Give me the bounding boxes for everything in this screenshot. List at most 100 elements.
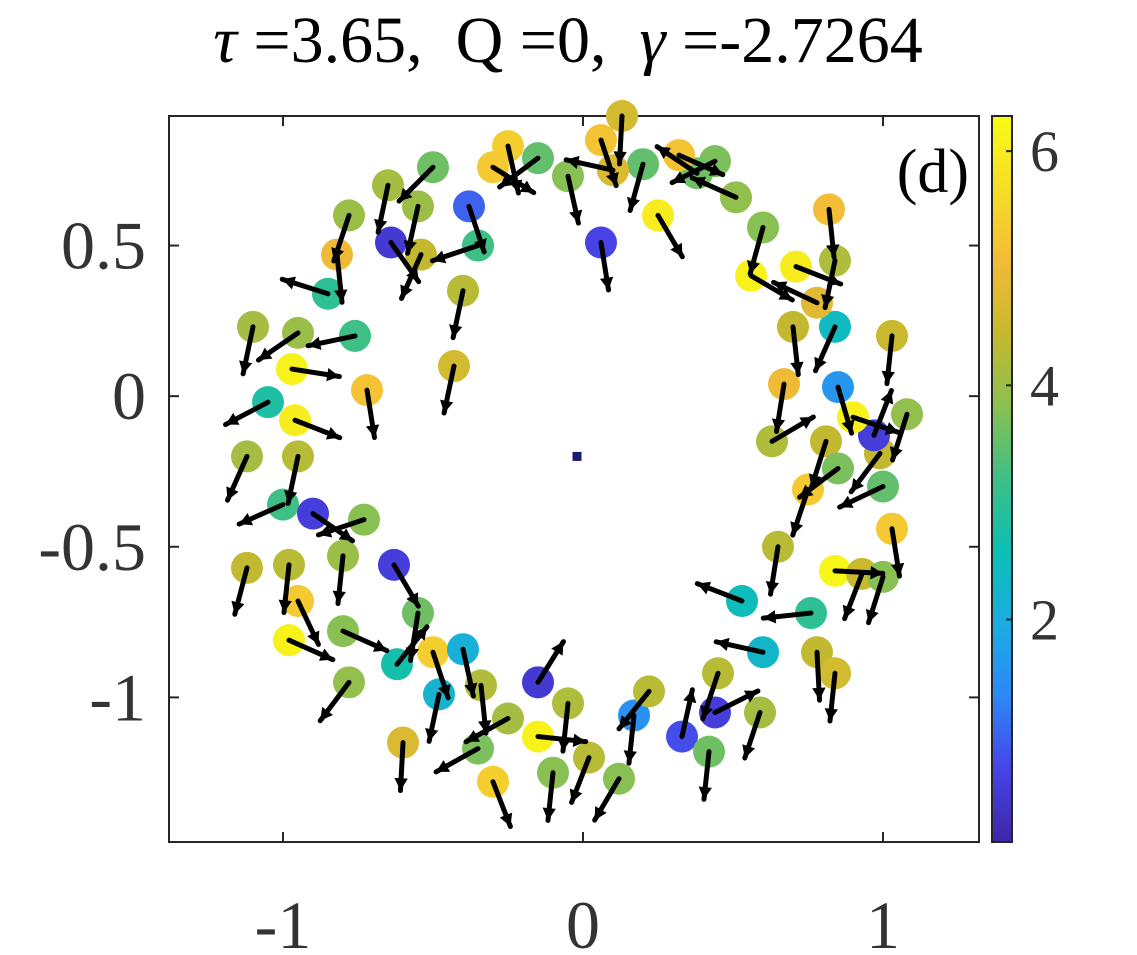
arrow-58: [460, 646, 478, 699]
arrow-29: [374, 182, 391, 235]
y-tick-label: -0.5: [38, 509, 146, 585]
arrow-3: [826, 206, 840, 260]
arrow-87: [837, 484, 886, 510]
arrow-92: [881, 333, 895, 387]
arrow-42: [284, 453, 301, 506]
arrow-89: [871, 388, 894, 438]
arrow-57: [425, 691, 442, 744]
arrow-62: [394, 740, 408, 794]
arrow-73: [712, 688, 761, 715]
arrow-86: [889, 526, 905, 579]
plot-area: (d): [168, 100, 980, 843]
arrow-9: [748, 273, 795, 303]
arrow-1: [813, 324, 838, 374]
arrow-34: [279, 276, 331, 297]
arrow-24: [490, 164, 537, 196]
quiver-arrows: [223, 113, 910, 829]
arrow-91: [889, 411, 910, 463]
arrow-96: [449, 288, 466, 341]
x-tick-label: 0: [566, 887, 600, 955]
arrow-8: [769, 414, 816, 444]
arrow-88: [848, 450, 883, 495]
arrow-82: [824, 670, 838, 724]
arrow-21: [655, 212, 685, 260]
arrow-69: [592, 776, 622, 823]
arrow-0: [835, 384, 855, 436]
colorbar: 2 4 6: [991, 115, 1059, 843]
title-tau-text: =3.65, Q =0,: [237, 4, 640, 77]
title-gamma-text: =-2.7264: [666, 4, 923, 77]
y-tick-labels: -1 -0.5 0 0.5: [38, 208, 146, 736]
arrow-37: [305, 333, 358, 350]
arrow-71: [679, 687, 697, 740]
arrow-52: [317, 679, 352, 724]
colorbar-tick-label: 4: [1030, 353, 1059, 418]
arrow-67: [557, 700, 571, 754]
x-tick-labels: -1 0 1: [255, 887, 900, 955]
arrow-77: [700, 670, 721, 722]
colorbar-ticks: 2 4 6: [1006, 119, 1059, 653]
arrow-19: [565, 173, 583, 226]
y-tick-label: 0.5: [61, 208, 146, 284]
arrow-56: [430, 649, 451, 701]
arrow-44: [310, 511, 356, 544]
arrow-51: [340, 628, 390, 654]
arrow-63: [490, 779, 513, 829]
axis-ticks: [169, 116, 979, 842]
arrow-7: [771, 381, 787, 435]
arrow-49: [286, 637, 336, 663]
arrow-72: [616, 688, 652, 732]
arrow-59: [478, 682, 492, 736]
y-tick-label: 0: [112, 358, 146, 434]
arrow-40: [292, 417, 343, 441]
axes-box: [168, 115, 980, 843]
arrow-13: [654, 144, 700, 176]
arrow-97: [440, 363, 457, 416]
center-marker: [572, 451, 582, 461]
arrow-79: [765, 544, 781, 597]
arrow-90: [850, 414, 902, 435]
arrow-45: [315, 517, 367, 538]
arrow-46: [231, 565, 250, 617]
arrow-6: [790, 324, 804, 378]
arrow-10: [746, 224, 766, 277]
arrow-74: [698, 749, 712, 802]
arrow-35: [239, 324, 256, 377]
arrow-85: [865, 574, 886, 626]
arrow-15: [626, 161, 646, 213]
arrow-27: [396, 164, 436, 204]
title-gamma-symbol: γ: [640, 4, 668, 77]
arrow-41: [225, 453, 250, 503]
arrow-26: [429, 243, 481, 264]
arrow-38: [289, 366, 342, 382]
arrow-17: [598, 137, 619, 189]
chart-title: τ =3.65, Q =0, γ =-2.7264: [213, 4, 922, 77]
arrow-43: [236, 502, 286, 527]
x-tick-label: 1: [866, 887, 900, 955]
y-tick-label: -1: [89, 659, 146, 735]
arrow-32: [399, 252, 424, 301]
arrow-78: [694, 581, 745, 604]
arrow-18: [563, 155, 616, 173]
arrow-39: [223, 399, 271, 428]
arrow-98: [364, 387, 380, 441]
title-tau-symbol: τ: [213, 4, 239, 77]
arrow-28: [403, 203, 421, 256]
arrow-75: [742, 709, 763, 761]
arrow-95: [790, 487, 811, 538]
arrow-81: [812, 649, 826, 703]
arrow-66: [542, 770, 556, 823]
arrow-14: [676, 152, 726, 178]
arrow-53: [391, 562, 421, 609]
colorbar-gradient: [991, 115, 1013, 843]
arrow-70: [623, 712, 637, 766]
arrow-93: [808, 438, 829, 490]
arrow-80: [760, 610, 814, 624]
arrow-61: [433, 746, 481, 775]
arrow-33: [334, 252, 348, 305]
arrow-11: [689, 175, 739, 200]
arrow-48: [295, 598, 321, 647]
arrow-47: [278, 562, 292, 616]
arrow-64: [535, 639, 566, 685]
